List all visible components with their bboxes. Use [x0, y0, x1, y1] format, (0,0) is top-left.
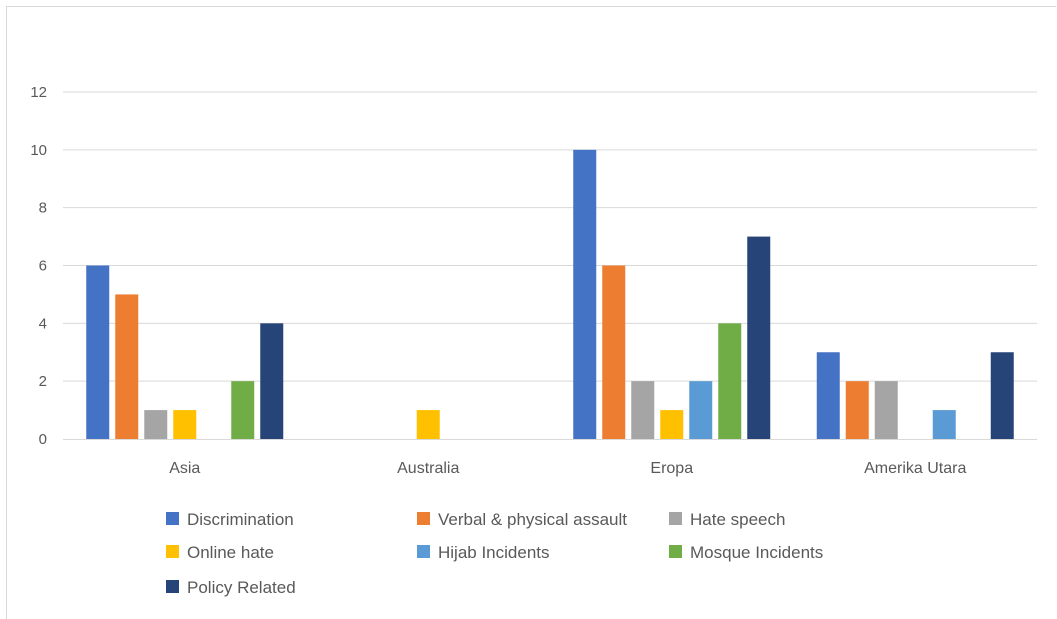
- legend-swatch: [166, 545, 179, 558]
- bar-mosque-incidents-eropa: [718, 323, 742, 439]
- bars: [86, 149, 1014, 440]
- gridlines: [63, 91, 1037, 382]
- legend-swatch: [166, 512, 179, 525]
- bar-discrimination-amerika-utara: [816, 352, 840, 439]
- legend-label: Hate speech: [690, 510, 785, 529]
- legend: Discrimination Verbal & physical assault H…: [166, 510, 823, 597]
- bar-online-hate-australia: [416, 410, 440, 439]
- legend-label: Online hate: [187, 543, 274, 562]
- y-tick-label: 0: [39, 431, 47, 448]
- legend-swatch: [166, 580, 179, 593]
- bar-hijab-incidents-amerika-utara: [932, 410, 956, 439]
- y-tick-label: 8: [39, 200, 47, 217]
- y-tick-label: 4: [39, 315, 47, 332]
- legend-label: Hijab Incidents: [438, 543, 550, 562]
- bar-verbal-physical-assault-eropa: [602, 265, 626, 439]
- bar-discrimination-asia: [86, 265, 110, 439]
- legend-label: Mosque Incidents: [690, 543, 823, 562]
- chart-frame: [6, 6, 1056, 619]
- y-tick-label: 12: [30, 84, 47, 101]
- legend-label: Verbal & physical assault: [438, 510, 627, 529]
- x-category-label: Australia: [397, 460, 459, 477]
- x-category-label: Eropa: [650, 460, 693, 477]
- bar-hate-speech-amerika-utara: [874, 381, 898, 439]
- y-tick-label: 2: [39, 373, 47, 390]
- bar-policy-related-eropa: [747, 236, 771, 439]
- legend-swatch: [669, 512, 682, 525]
- bar-hate-speech-eropa: [631, 381, 655, 439]
- bar-online-hate-eropa: [660, 410, 684, 439]
- bar-online-hate-asia: [173, 410, 197, 439]
- legend-swatch: [669, 545, 682, 558]
- legend-swatch: [417, 512, 430, 525]
- bar-verbal-physical-assault-amerika-utara: [845, 381, 869, 439]
- y-tick-label: 6: [39, 258, 47, 275]
- legend-label: Discrimination: [187, 510, 294, 529]
- bar-hijab-incidents-eropa: [689, 381, 713, 439]
- bar-hate-speech-asia: [144, 410, 168, 439]
- x-axis-categories: Asia Australia Eropa Amerika Utara: [169, 460, 966, 477]
- x-category-label: Asia: [169, 460, 200, 477]
- bar-verbal-physical-assault-asia: [115, 294, 139, 439]
- bar-discrimination-eropa: [573, 149, 597, 440]
- x-category-label: Amerika Utara: [864, 460, 966, 477]
- legend-label: Policy Related: [187, 578, 296, 597]
- bar-policy-related-asia: [260, 323, 284, 439]
- bar-mosque-incidents-asia: [231, 381, 255, 439]
- y-tick-label: 10: [30, 142, 47, 159]
- y-axis-ticks: 0 2 4 6 8 10 12: [30, 84, 47, 448]
- bar-policy-related-amerika-utara: [990, 352, 1014, 439]
- legend-swatch: [417, 545, 430, 558]
